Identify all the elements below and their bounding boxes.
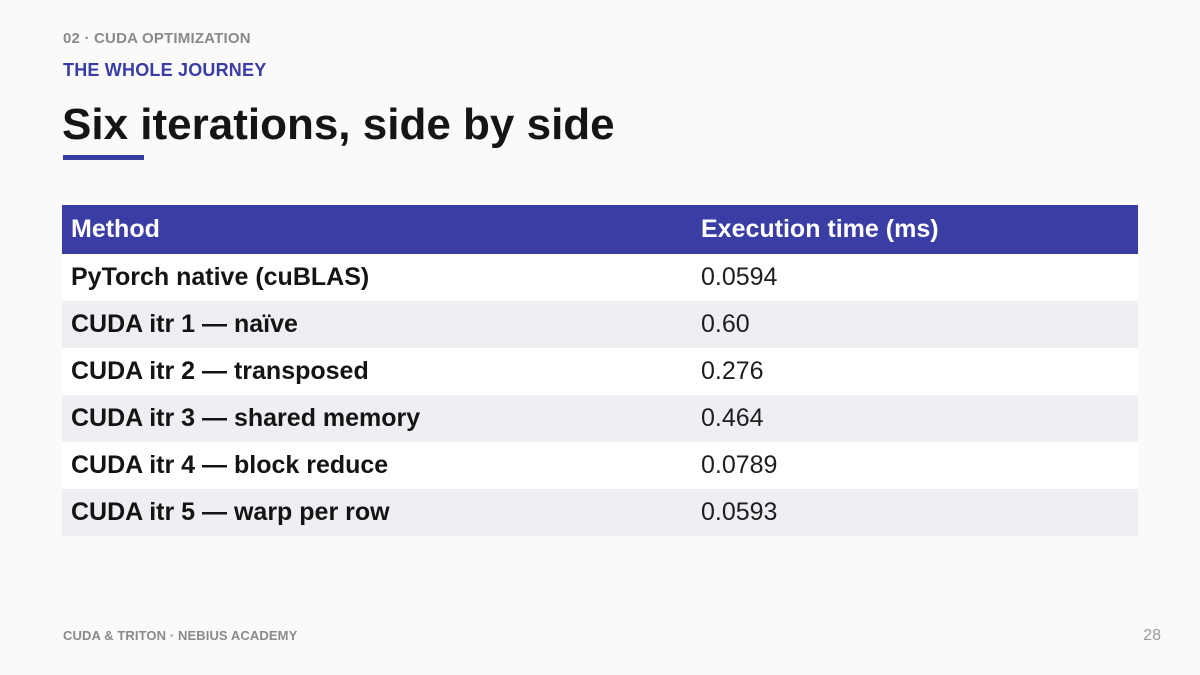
column-header-execution-time: Execution time (ms)	[692, 205, 1138, 254]
table-row: CUDA itr 2 — transposed 0.276	[62, 348, 1138, 395]
execution-time-cell: 0.0594	[692, 254, 1138, 301]
table-row: PyTorch native (cuBLAS) 0.0594	[62, 254, 1138, 301]
table-row: CUDA itr 3 — shared memory 0.464	[62, 395, 1138, 442]
table-row: CUDA itr 1 — naïve 0.60	[62, 301, 1138, 348]
execution-time-cell: 0.276	[692, 348, 1138, 395]
page-number: 28	[1143, 627, 1161, 644]
title-underline	[63, 155, 144, 160]
slide-eyebrow: 02 · CUDA OPTIMIZATION	[63, 30, 251, 47]
method-cell: CUDA itr 5 — warp per row	[62, 489, 692, 536]
method-cell: CUDA itr 1 — naïve	[62, 301, 692, 348]
execution-time-cell: 0.464	[692, 395, 1138, 442]
column-header-method: Method	[62, 205, 692, 254]
method-cell: PyTorch native (cuBLAS)	[62, 254, 692, 301]
section-label: THE WHOLE JOURNEY	[63, 60, 267, 80]
table-header-row: Method Execution time (ms)	[62, 205, 1138, 254]
method-cell: CUDA itr 2 — transposed	[62, 348, 692, 395]
footer-label: CUDA & TRITON · NEBIUS ACADEMY	[63, 628, 298, 643]
execution-time-cell: 0.0593	[692, 489, 1138, 536]
table-row: CUDA itr 4 — block reduce 0.0789	[62, 442, 1138, 489]
method-cell: CUDA itr 3 — shared memory	[62, 395, 692, 442]
method-cell: CUDA itr 4 — block reduce	[62, 442, 692, 489]
execution-time-cell: 0.60	[692, 301, 1138, 348]
execution-time-cell: 0.0789	[692, 442, 1138, 489]
table-row: CUDA itr 5 — warp per row 0.0593	[62, 489, 1138, 536]
results-table: Method Execution time (ms) PyTorch nativ…	[62, 205, 1138, 536]
slide-title: Six iterations, side by side	[62, 100, 615, 149]
